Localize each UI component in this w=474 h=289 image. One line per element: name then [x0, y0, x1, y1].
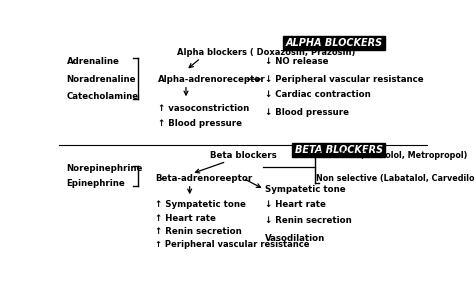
Text: Vasodilation: Vasodilation	[265, 234, 325, 243]
Text: ↑ vasoconstriction: ↑ vasoconstriction	[158, 104, 250, 113]
Text: ↑ Peripheral vascular resistance: ↑ Peripheral vascular resistance	[155, 240, 309, 249]
Text: ↑ Renin secretion: ↑ Renin secretion	[155, 227, 242, 236]
Text: ↑ Blood pressure: ↑ Blood pressure	[158, 119, 242, 128]
Text: BETA BLOCKERS: BETA BLOCKERS	[294, 145, 383, 155]
Text: Epinephrine: Epinephrine	[66, 179, 125, 188]
Text: ↓ NO release: ↓ NO release	[265, 57, 328, 66]
Text: Alpha blockers ( Doxazosin, Prazosin): Alpha blockers ( Doxazosin, Prazosin)	[177, 48, 355, 57]
Text: Non selective (Labatalol, Carvedilol): Non selective (Labatalol, Carvedilol)	[316, 174, 474, 183]
Text: Catecholamine: Catecholamine	[66, 92, 139, 101]
Text: Norepinephrine: Norepinephrine	[66, 164, 143, 173]
Text: ↑ Sympatetic tone: ↑ Sympatetic tone	[155, 200, 246, 210]
Text: Sympatetic tone: Sympatetic tone	[265, 185, 346, 194]
Text: ↓ Renin secretion: ↓ Renin secretion	[265, 216, 352, 225]
Text: Beta-adrenoreeptor: Beta-adrenoreeptor	[155, 174, 252, 183]
Text: ALPHA BLOCKERS: ALPHA BLOCKERS	[285, 38, 383, 48]
Text: Alpha-adrenoreceptor: Alpha-adrenoreceptor	[158, 75, 266, 84]
Text: Noradrenaline: Noradrenaline	[66, 75, 136, 84]
Text: ↓ Blood pressure: ↓ Blood pressure	[265, 108, 349, 117]
Text: ↓ Heart rate: ↓ Heart rate	[265, 200, 326, 210]
Text: Selective (Atenolol, Metropropol): Selective (Atenolol, Metropropol)	[316, 151, 468, 160]
Text: ↑ Heart rate: ↑ Heart rate	[155, 214, 216, 223]
Text: ↓ Cardiac contraction: ↓ Cardiac contraction	[265, 90, 371, 99]
Text: ↓ Peripheral vascular resistance: ↓ Peripheral vascular resistance	[265, 75, 424, 84]
Text: Beta blockers: Beta blockers	[210, 151, 277, 160]
Text: Adrenaline: Adrenaline	[66, 57, 119, 66]
